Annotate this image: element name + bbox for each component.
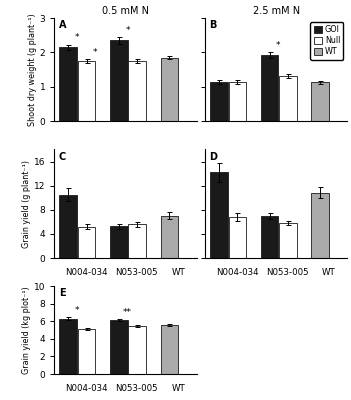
- Text: E: E: [59, 288, 65, 298]
- Text: **: **: [123, 308, 132, 317]
- Bar: [110, 40, 127, 122]
- Bar: [210, 172, 228, 258]
- Bar: [110, 320, 127, 374]
- Text: B: B: [210, 20, 217, 30]
- Text: A: A: [59, 20, 66, 30]
- Text: *: *: [75, 33, 79, 42]
- Bar: [279, 76, 297, 122]
- Bar: [311, 82, 329, 122]
- Bar: [128, 61, 146, 122]
- Bar: [59, 195, 77, 258]
- Text: C: C: [59, 152, 66, 162]
- Title: 0.5 mM N: 0.5 mM N: [102, 6, 149, 16]
- Title: 2.5 mM N: 2.5 mM N: [253, 6, 300, 16]
- Bar: [311, 193, 329, 258]
- Text: *: *: [75, 306, 79, 315]
- Bar: [210, 82, 228, 122]
- Bar: [160, 58, 178, 122]
- Bar: [59, 47, 77, 122]
- Bar: [78, 329, 95, 374]
- Y-axis label: Shoot dry weight (g plant⁻¹): Shoot dry weight (g plant⁻¹): [28, 13, 37, 126]
- Bar: [261, 216, 278, 258]
- Bar: [229, 82, 246, 122]
- Y-axis label: Grain yield (kg plot⁻¹): Grain yield (kg plot⁻¹): [22, 286, 31, 374]
- Text: *: *: [276, 40, 280, 50]
- Bar: [128, 326, 146, 374]
- Text: D: D: [210, 152, 218, 162]
- Bar: [279, 223, 297, 258]
- Bar: [160, 325, 178, 374]
- Bar: [110, 226, 127, 258]
- Legend: GOI, Null, WT: GOI, Null, WT: [310, 22, 344, 60]
- Bar: [229, 217, 246, 258]
- Bar: [128, 224, 146, 258]
- Bar: [160, 216, 178, 258]
- Bar: [261, 55, 278, 122]
- Bar: [78, 61, 95, 122]
- Text: *: *: [125, 26, 130, 35]
- Bar: [59, 319, 77, 374]
- Bar: [78, 227, 95, 258]
- Y-axis label: Grain yield (g plant⁻¹): Grain yield (g plant⁻¹): [22, 160, 31, 248]
- Text: *: *: [93, 48, 98, 57]
